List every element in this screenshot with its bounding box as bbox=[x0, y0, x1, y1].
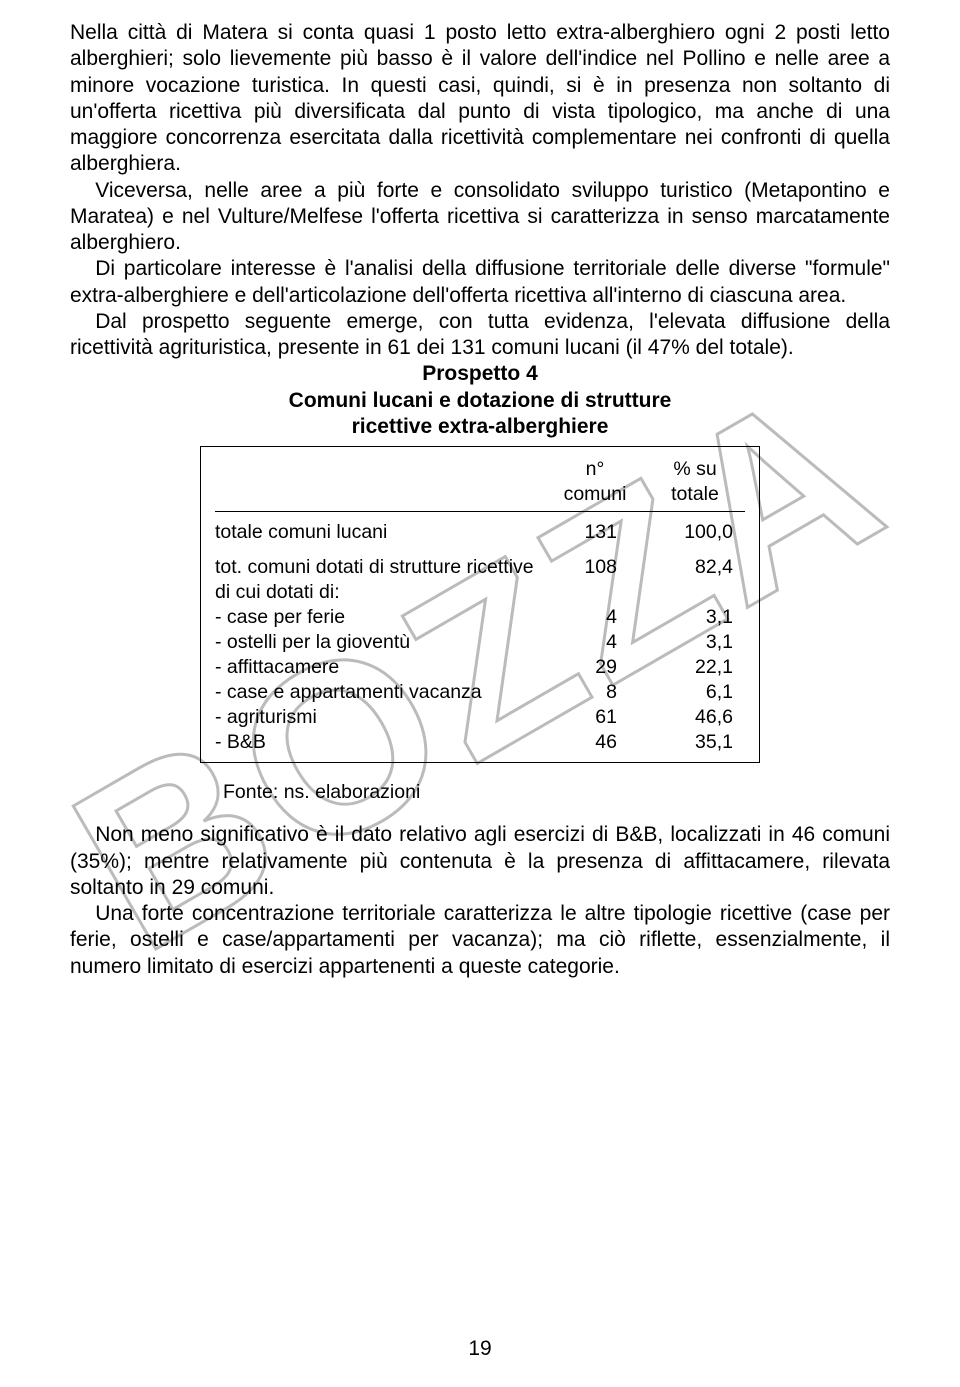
table-row: - ostelli per la gioventù 4 3,1 bbox=[215, 630, 745, 655]
cell-label: - ostelli per la gioventù bbox=[215, 630, 545, 655]
header-n-line1: n° bbox=[586, 458, 605, 480]
cell-p: 35,1 bbox=[645, 730, 745, 755]
cell-p: 100,0 bbox=[645, 520, 745, 545]
cell-n: 61 bbox=[545, 705, 645, 730]
header-p-line2: totale bbox=[671, 483, 719, 505]
header-spacer bbox=[215, 457, 545, 507]
cell-p: 6,1 bbox=[645, 680, 745, 705]
paragraph-1: Nella città di Matera si conta quasi 1 p… bbox=[70, 20, 890, 178]
cell-p: 46,6 bbox=[645, 705, 745, 730]
header-p: % su totale bbox=[645, 457, 745, 507]
cell-label: totale comuni lucani bbox=[215, 520, 545, 545]
header-n-line2: comuni bbox=[564, 483, 627, 505]
cell-n: 108 bbox=[545, 555, 645, 580]
cell-label: - B&B bbox=[215, 730, 545, 755]
cell-p bbox=[645, 580, 745, 605]
paragraph-5: Non meno significativo è il dato relativ… bbox=[70, 822, 890, 901]
cell-p: 3,1 bbox=[645, 630, 745, 655]
table-title-line1: Prospetto 4 bbox=[422, 362, 538, 385]
table-row: - agriturismi 61 46,6 bbox=[215, 705, 745, 730]
table-title: Prospetto 4 Comuni lucani e dotazione di… bbox=[70, 361, 890, 440]
cell-label: - case per ferie bbox=[215, 605, 545, 630]
paragraph-4: Dal prospetto seguente emerge, con tutta… bbox=[70, 309, 890, 362]
table-row: - case e appartamenti vacanza 8 6,1 bbox=[215, 680, 745, 705]
table-row: - affittacamere 29 22,1 bbox=[215, 655, 745, 680]
table-row: - B&B 46 35,1 bbox=[215, 730, 745, 755]
cell-n: 4 bbox=[545, 605, 645, 630]
table-row: totale comuni lucani 131 100,0 bbox=[215, 520, 745, 545]
cell-p: 22,1 bbox=[645, 655, 745, 680]
cell-n bbox=[545, 580, 645, 605]
page-content: Nella città di Matera si conta quasi 1 p… bbox=[0, 0, 960, 980]
cell-label: - affittacamere bbox=[215, 655, 545, 680]
cell-n: 46 bbox=[545, 730, 645, 755]
cell-p: 82,4 bbox=[645, 555, 745, 580]
cell-label: - agriturismi bbox=[215, 705, 545, 730]
table-header: n° comuni % su totale bbox=[215, 457, 745, 512]
table-row: tot. comuni dotati di strutture ricettiv… bbox=[215, 555, 745, 580]
cell-n: 131 bbox=[545, 520, 645, 545]
cell-n: 8 bbox=[545, 680, 645, 705]
cell-n: 29 bbox=[545, 655, 645, 680]
cell-n: 4 bbox=[545, 630, 645, 655]
table-title-line2: Comuni lucani e dotazione di strutture bbox=[289, 389, 672, 412]
table-row: di cui dotati di: bbox=[215, 580, 745, 605]
page-number: 19 bbox=[0, 1337, 960, 1361]
cell-p: 3,1 bbox=[645, 605, 745, 630]
table-title-line3: ricettive extra-alberghiere bbox=[352, 415, 609, 438]
table-row: - case per ferie 4 3,1 bbox=[215, 605, 745, 630]
data-table: n° comuni % su totale totale comuni luca… bbox=[200, 446, 760, 763]
header-p-line1: % su bbox=[673, 458, 716, 480]
paragraph-6: Una forte concentrazione territoriale ca… bbox=[70, 901, 890, 980]
cell-label: di cui dotati di: bbox=[215, 580, 545, 605]
paragraph-2: Viceversa, nelle aree a più forte e cons… bbox=[70, 178, 890, 257]
table-source: Fonte: ns. elaborazioni bbox=[207, 781, 753, 804]
header-n: n° comuni bbox=[545, 457, 645, 507]
cell-label: tot. comuni dotati di strutture ricettiv… bbox=[215, 555, 545, 580]
paragraph-3: Di particolare interesse è l'analisi del… bbox=[70, 256, 890, 309]
cell-label: - case e appartamenti vacanza bbox=[215, 680, 545, 705]
